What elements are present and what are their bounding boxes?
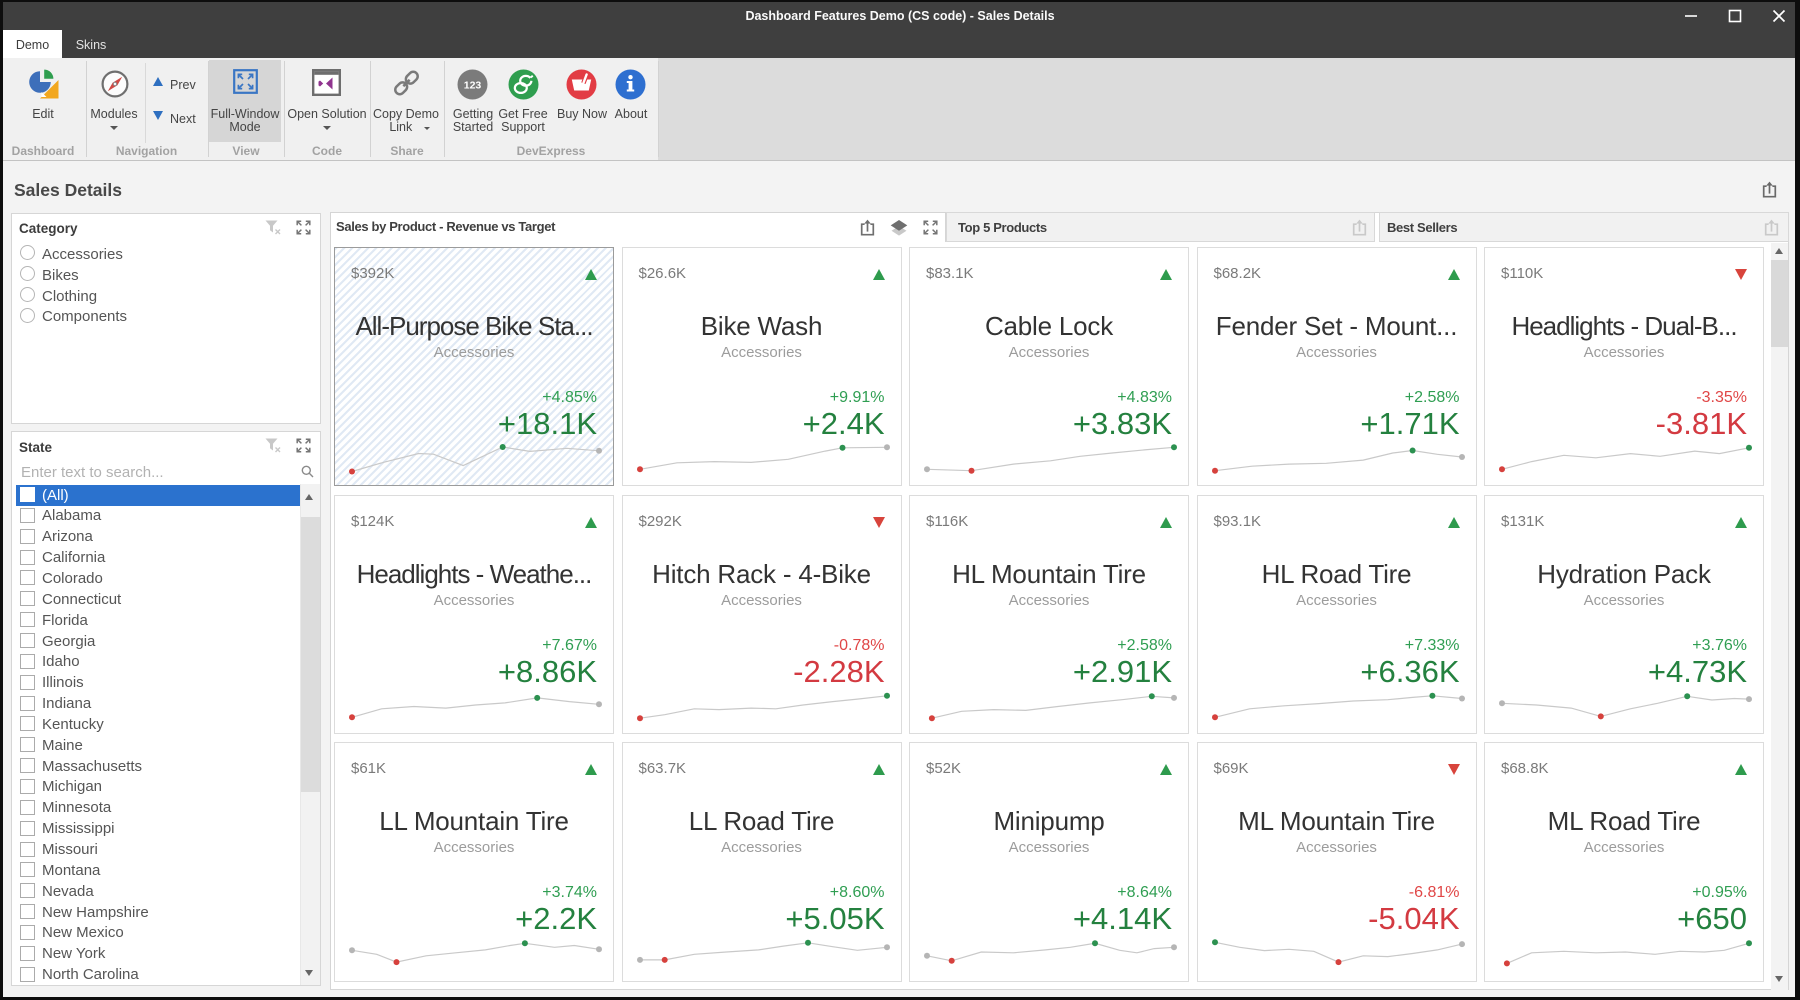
svg-text:123: 123	[464, 80, 482, 92]
